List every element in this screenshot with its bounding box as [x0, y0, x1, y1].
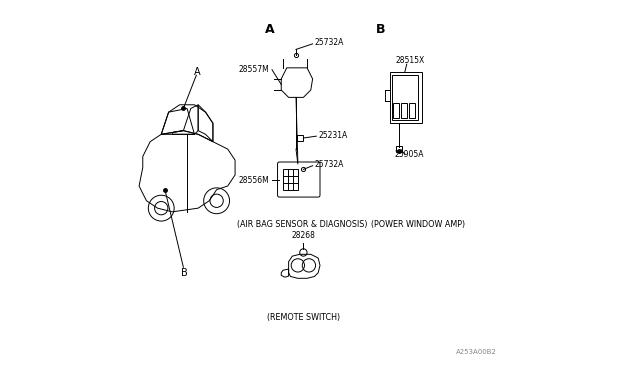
Text: 25732A: 25732A: [314, 38, 344, 47]
Text: 25905A: 25905A: [395, 150, 424, 159]
Text: 28557M: 28557M: [239, 65, 269, 74]
Bar: [283, 169, 298, 190]
Text: 28268: 28268: [291, 231, 316, 240]
Text: B: B: [376, 23, 386, 36]
Bar: [390, 71, 422, 123]
Text: A: A: [194, 67, 201, 77]
Text: 28515X: 28515X: [396, 56, 425, 65]
Bar: [410, 103, 415, 118]
Text: (POWER WINDOW AMP): (POWER WINDOW AMP): [371, 220, 465, 229]
Text: A: A: [266, 23, 275, 36]
Text: 25231A: 25231A: [318, 131, 348, 140]
Text: 25732A: 25732A: [314, 160, 344, 170]
Text: B: B: [181, 268, 188, 278]
Text: (AIR BAG SENSOR & DIAGNOSIS): (AIR BAG SENSOR & DIAGNOSIS): [237, 220, 367, 229]
Text: A253A00B2: A253A00B2: [456, 349, 497, 355]
Text: (REMOTE SWITCH): (REMOTE SWITCH): [267, 312, 340, 321]
Bar: [401, 103, 407, 118]
Bar: [392, 75, 418, 119]
Bar: [393, 103, 399, 118]
Text: 28556M: 28556M: [239, 176, 269, 185]
